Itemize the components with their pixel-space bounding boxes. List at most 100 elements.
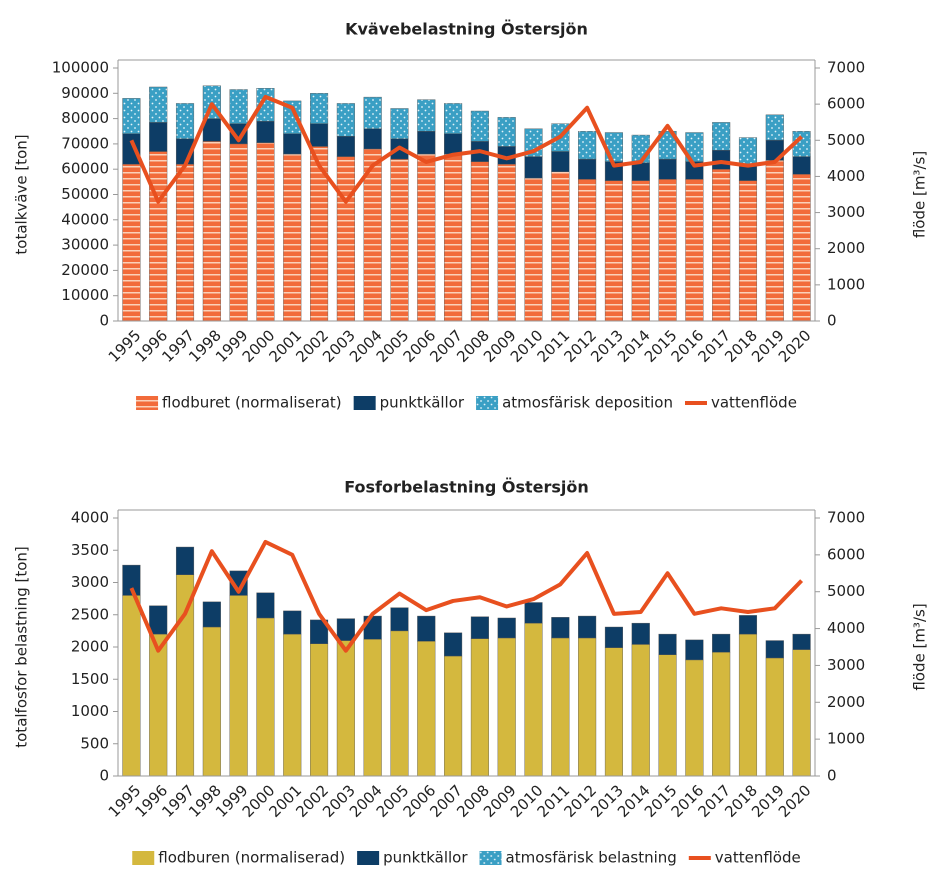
y-tick-label: 20000 bbox=[61, 261, 109, 279]
y-tick-label: 2000 bbox=[71, 638, 109, 656]
bar-segment bbox=[336, 640, 355, 777]
flow-line bbox=[129, 94, 803, 204]
bar-segment bbox=[444, 632, 463, 657]
bar-segment bbox=[685, 639, 704, 661]
bar-segment bbox=[658, 158, 677, 180]
bar-segment bbox=[444, 133, 463, 155]
bar-segment bbox=[149, 86, 168, 123]
bar-segment bbox=[122, 133, 141, 165]
bar-segment bbox=[417, 153, 436, 322]
bar-segment bbox=[738, 633, 758, 777]
bar-segment bbox=[658, 131, 677, 160]
bar-segment bbox=[631, 644, 650, 777]
bar-segment bbox=[712, 122, 731, 151]
bar-segment bbox=[256, 88, 275, 122]
bar-segment bbox=[310, 123, 329, 147]
bar-segment bbox=[256, 142, 275, 322]
bar-segment bbox=[765, 114, 784, 141]
bar-segment bbox=[470, 161, 489, 322]
y-tick-label: 1000 bbox=[71, 702, 109, 720]
y-tick-label: 60000 bbox=[61, 160, 109, 178]
y-tick-label: 500 bbox=[80, 734, 109, 752]
bar-segment bbox=[202, 141, 221, 322]
bar-segment bbox=[738, 180, 758, 322]
bar-segment bbox=[470, 110, 489, 142]
y2-tick-label: 0 bbox=[827, 767, 837, 785]
bar-segment bbox=[631, 622, 650, 645]
legend: flodburet (normaliserat) punktkällor atmos… bbox=[136, 394, 797, 412]
bar-segment bbox=[175, 546, 195, 575]
legend-swatch bbox=[476, 396, 499, 410]
legend-label: atmosfärisk belastning bbox=[506, 849, 677, 867]
y-tick-label: 70000 bbox=[61, 134, 109, 152]
chart-title: Fosforbelastning Östersjön bbox=[344, 478, 589, 497]
y-tick-label: 30000 bbox=[61, 236, 109, 254]
y2-tick-label: 5000 bbox=[827, 582, 865, 600]
bar-segment bbox=[310, 643, 329, 777]
legend-label: vattenflöde bbox=[711, 394, 797, 412]
y-tick-label: 40000 bbox=[61, 210, 109, 228]
bar-segment bbox=[202, 626, 221, 777]
y-tick-label: 0 bbox=[99, 312, 109, 330]
bar-segment bbox=[578, 637, 597, 777]
bar-segment bbox=[792, 633, 811, 650]
bar-segment bbox=[149, 633, 168, 777]
bar-segment bbox=[765, 657, 784, 777]
legend-swatch bbox=[479, 851, 502, 865]
bar-segment bbox=[497, 163, 516, 322]
bar-segment bbox=[310, 619, 329, 644]
legend-label: punktkällor bbox=[380, 394, 465, 412]
bar-segment bbox=[470, 616, 489, 639]
bar-segment bbox=[363, 128, 382, 150]
y2-tick-label: 3000 bbox=[827, 656, 865, 674]
bar-segment bbox=[229, 143, 248, 322]
bar-segment bbox=[175, 163, 195, 322]
bar-segment bbox=[310, 93, 329, 124]
y2-tick-label: 6000 bbox=[827, 95, 865, 113]
y2-tick-label: 0 bbox=[827, 312, 837, 330]
bar-segment bbox=[578, 131, 597, 160]
y-tick-label: 50000 bbox=[61, 185, 109, 203]
y2-axis-label: flöde [m³/s] bbox=[911, 151, 929, 238]
bar-segment bbox=[658, 654, 677, 777]
bar-segment bbox=[175, 103, 195, 140]
chart-title: Kvävebelastning Östersjön bbox=[345, 20, 588, 39]
y2-tick-label: 4000 bbox=[827, 619, 865, 637]
bar-segment bbox=[336, 618, 355, 641]
y-tick-label: 3000 bbox=[71, 573, 109, 591]
bar-segment bbox=[792, 649, 811, 777]
legend-label: flodburet (normaliserat) bbox=[162, 394, 342, 412]
bar-segment bbox=[712, 651, 731, 777]
bar-segment bbox=[551, 637, 570, 777]
y2-tick-label: 7000 bbox=[827, 509, 865, 527]
bar-segment bbox=[283, 100, 302, 134]
bar-segment bbox=[765, 640, 784, 659]
legend-swatch bbox=[132, 851, 155, 865]
bar-segment bbox=[149, 122, 168, 152]
bar-segment bbox=[336, 156, 355, 322]
y2-tick-label: 1000 bbox=[827, 275, 865, 293]
y2-tick-label: 7000 bbox=[827, 59, 865, 77]
bar-segment bbox=[524, 622, 543, 777]
bar-segment bbox=[417, 99, 436, 132]
bar-segment bbox=[122, 98, 141, 134]
bar-segment bbox=[578, 615, 597, 639]
bar-segment bbox=[283, 610, 302, 635]
bar-segment bbox=[390, 158, 409, 322]
bar-segment bbox=[604, 180, 623, 322]
legend-swatch bbox=[688, 856, 711, 860]
bar-segment bbox=[417, 131, 436, 155]
bar-segment bbox=[497, 617, 516, 639]
y-tick-label: 3500 bbox=[71, 541, 109, 559]
bar-segment bbox=[283, 133, 302, 155]
bar-segment bbox=[256, 617, 275, 777]
bar-segment bbox=[738, 615, 758, 635]
bar-segment bbox=[175, 574, 195, 777]
bar-segment bbox=[444, 655, 463, 777]
y2-tick-label: 3000 bbox=[827, 203, 865, 221]
y2-tick-label: 2000 bbox=[827, 693, 865, 711]
legend-swatch bbox=[357, 851, 380, 865]
bar-segment bbox=[578, 158, 597, 180]
bar-segment bbox=[524, 177, 543, 322]
